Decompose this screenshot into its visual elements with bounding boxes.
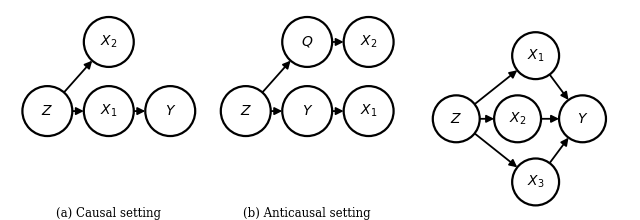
Circle shape — [512, 32, 559, 79]
Circle shape — [221, 86, 271, 136]
Text: $Q$: $Q$ — [301, 35, 314, 50]
Circle shape — [282, 17, 332, 67]
Circle shape — [344, 17, 394, 67]
Circle shape — [282, 86, 332, 136]
Circle shape — [559, 95, 606, 142]
Circle shape — [84, 17, 134, 67]
Text: $X_1$: $X_1$ — [527, 48, 544, 64]
Circle shape — [433, 95, 480, 142]
Text: $X_2$: $X_2$ — [360, 34, 378, 50]
Circle shape — [512, 158, 559, 205]
Text: $Z$: $Z$ — [240, 104, 252, 118]
Text: $X_3$: $X_3$ — [527, 174, 545, 190]
Text: $Y$: $Y$ — [301, 104, 313, 118]
Circle shape — [22, 86, 72, 136]
Text: (a) Causal setting: (a) Causal setting — [56, 207, 161, 220]
Text: $X_2$: $X_2$ — [509, 111, 526, 127]
Text: $Z$: $Z$ — [450, 112, 462, 126]
Text: $Y$: $Y$ — [577, 112, 588, 126]
Circle shape — [84, 86, 134, 136]
Text: (b) Anticausal setting: (b) Anticausal setting — [243, 207, 371, 220]
Circle shape — [344, 86, 394, 136]
Text: $X_1$: $X_1$ — [360, 103, 378, 119]
Text: $X_1$: $X_1$ — [100, 103, 118, 119]
Circle shape — [145, 86, 195, 136]
Text: $Z$: $Z$ — [42, 104, 53, 118]
Text: $Y$: $Y$ — [164, 104, 176, 118]
Text: $X_2$: $X_2$ — [100, 34, 118, 50]
Circle shape — [494, 95, 541, 142]
